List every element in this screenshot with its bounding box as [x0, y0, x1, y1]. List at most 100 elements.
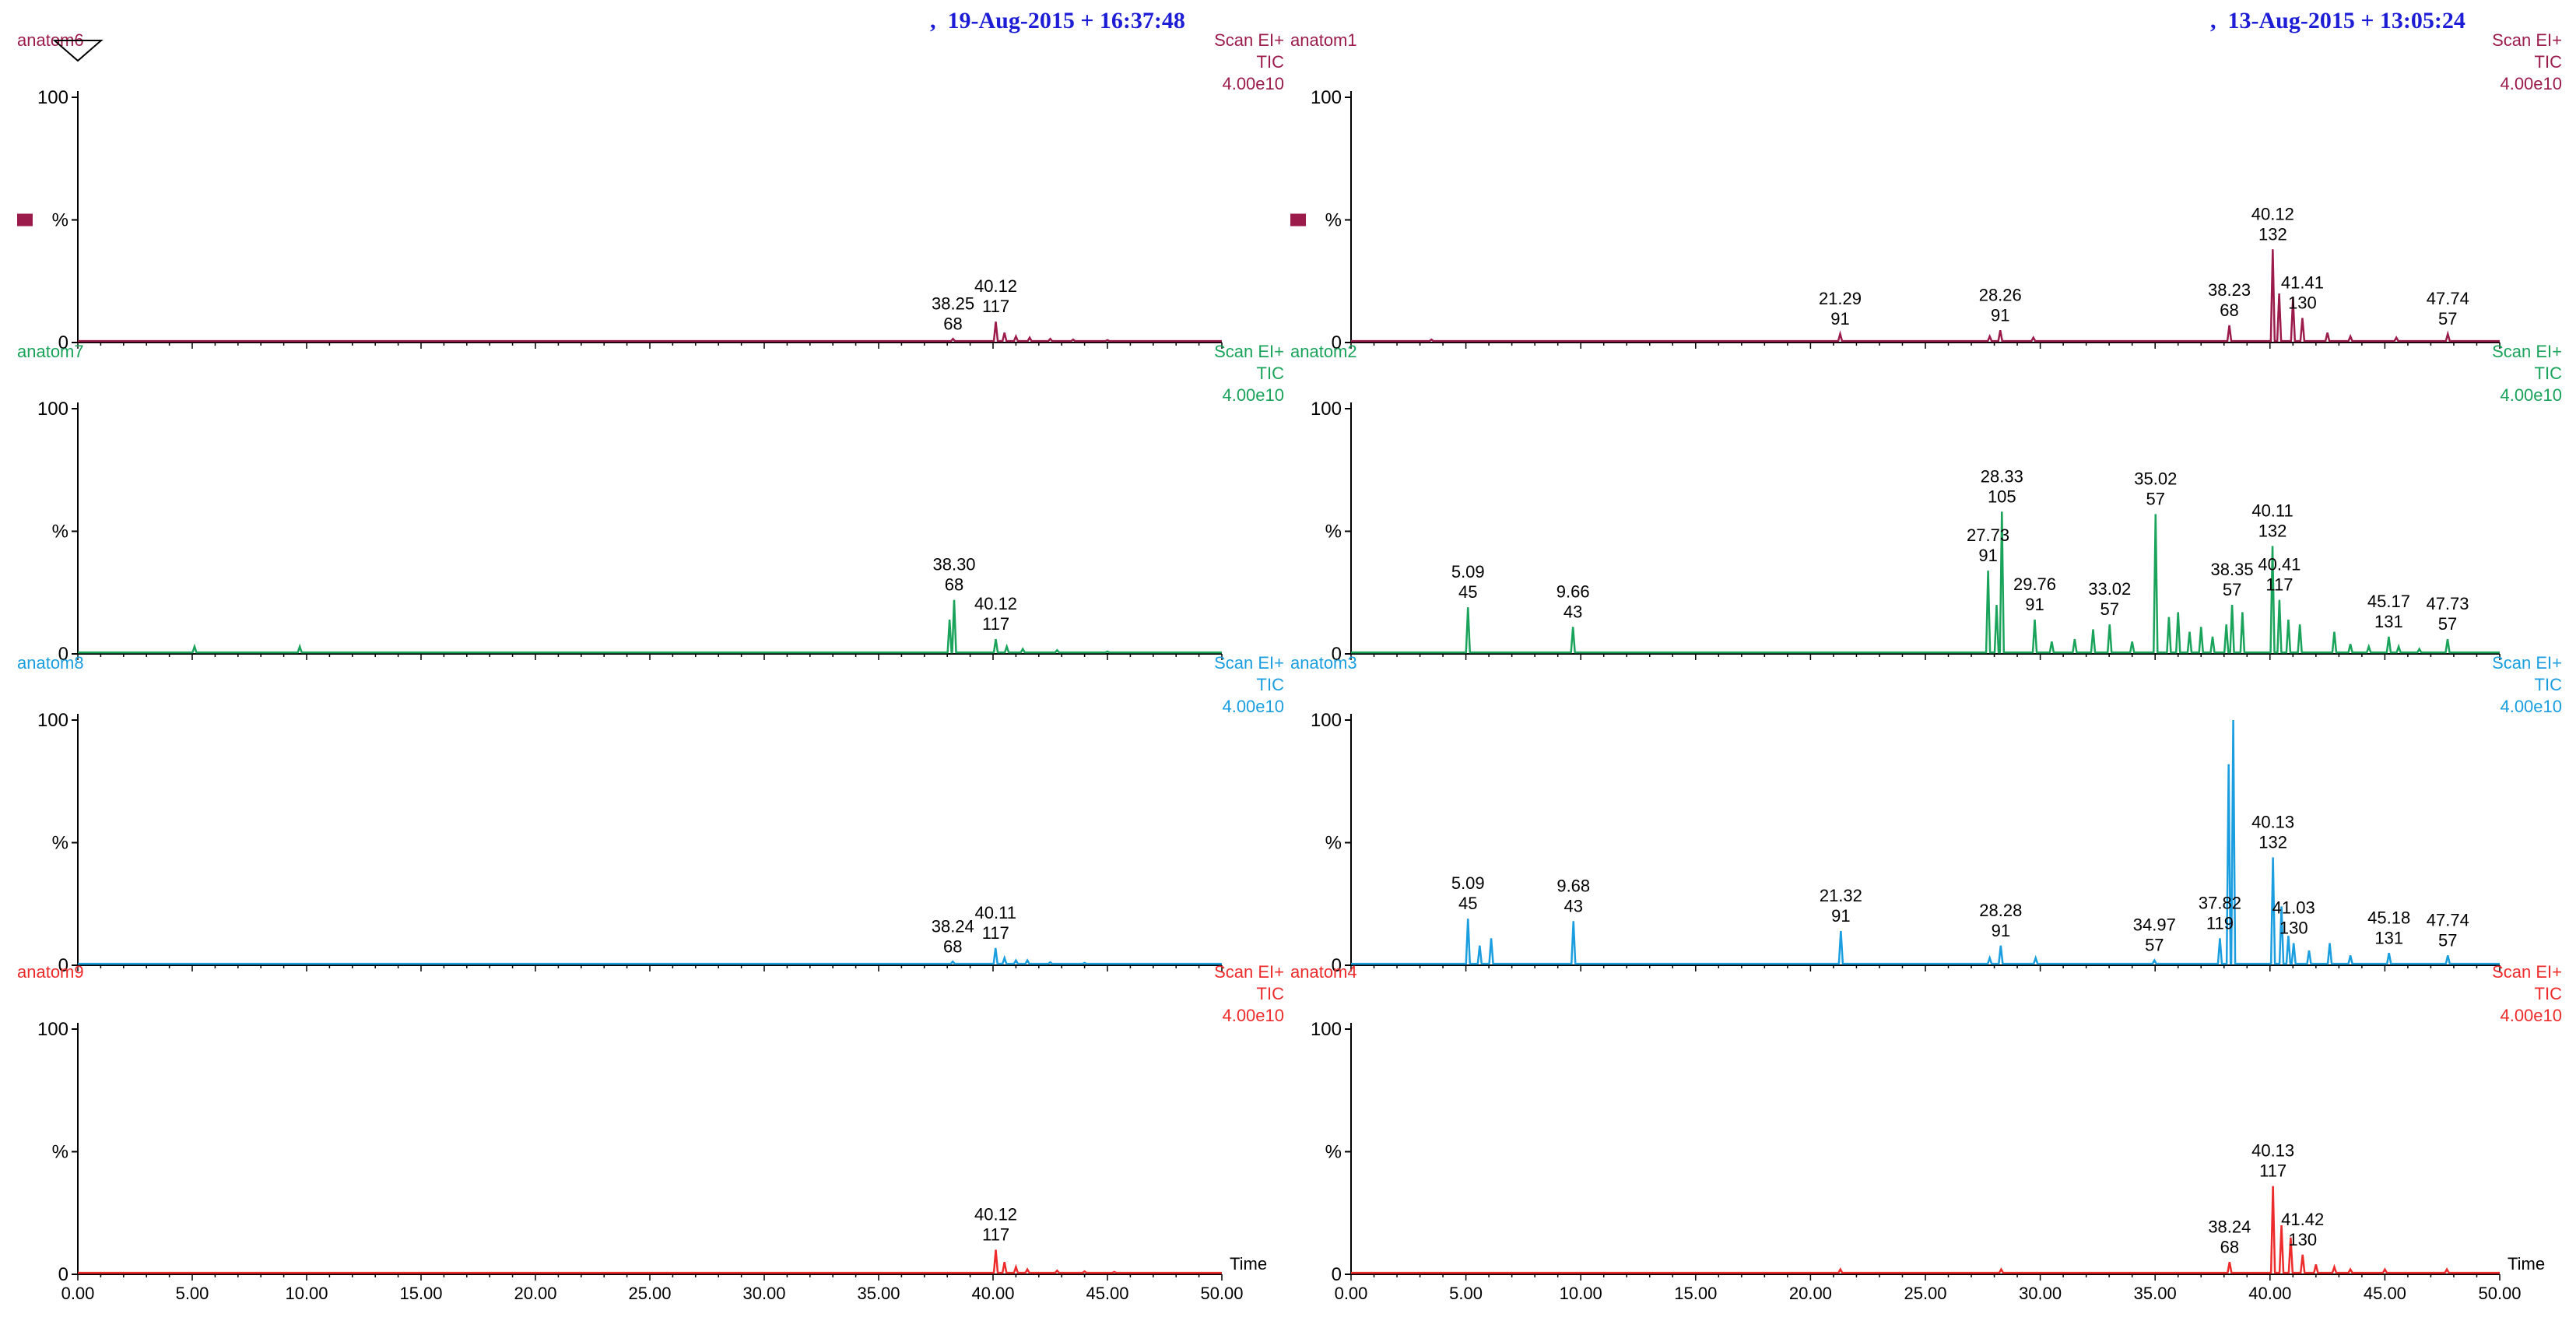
peak-label-rt: 45.17	[2367, 592, 2410, 611]
peak-label-mz: 45	[1458, 894, 1477, 913]
trace-anatom9	[78, 1249, 1222, 1274]
peak-label-rt: 34.97	[2133, 915, 2176, 935]
y-tick-label: %	[52, 210, 68, 231]
x-tick-label: 0.00	[61, 1284, 95, 1303]
scan-mode-label: Scan EI+	[1214, 962, 1284, 982]
peak-label-rt: 45.18	[2367, 908, 2410, 927]
peak-label-rt: 40.13	[2251, 1141, 2294, 1161]
y-tick-label: 0	[58, 332, 68, 353]
y-tick-label: 0	[58, 1264, 68, 1285]
peak-label-rt: 21.32	[1820, 886, 1862, 905]
y-tick-label: %	[52, 522, 68, 543]
peak-label-mz: 57	[2100, 599, 2119, 619]
peak-label-rt: 21.29	[1819, 289, 1862, 308]
peak-label-mz: 57	[2438, 309, 2457, 328]
trace-anatom1	[1351, 249, 2500, 343]
peak-label-rt: 40.12	[2251, 204, 2294, 223]
intensity-scale-label: 4.00e10	[1222, 385, 1284, 405]
scan-mode-label: Scan EI+	[1214, 342, 1284, 361]
tic-label: TIC	[1257, 364, 1285, 383]
peak-label-mz: 117	[2259, 1161, 2286, 1181]
y-tick-label: 100	[1311, 710, 1342, 731]
peak-label-rt: 40.11	[975, 903, 1016, 922]
y-tick-label: 100	[37, 87, 68, 108]
trace-anatom3	[1351, 719, 2500, 965]
peak-label-mz: 117	[982, 614, 1009, 634]
intensity-scale-label: 4.00e10	[1222, 1006, 1284, 1025]
peak-label-mz: 68	[2220, 300, 2238, 320]
x-tick-label: 20.00	[514, 1284, 556, 1303]
peak-label-mz: 91	[1992, 921, 2010, 940]
x-tick-label: 5.00	[176, 1284, 209, 1303]
peak-label-mz: 57	[2223, 580, 2241, 599]
y-tick-label: 0	[1332, 1264, 1342, 1285]
scan-mode-label: Scan EI+	[1214, 653, 1284, 673]
scan-mode-label: Scan EI+	[1214, 30, 1284, 50]
peak-label-mz: 57	[2438, 614, 2457, 634]
sample-name-anatom7: anatom7	[17, 342, 84, 361]
peak-label-rt: 38.30	[932, 555, 975, 574]
peak-label-rt: 29.76	[2013, 574, 2056, 594]
peak-label-rt: 27.73	[1967, 525, 2009, 545]
intensity-scale-label: 4.00e10	[1222, 74, 1284, 93]
peak-label-mz: 131	[2374, 612, 2403, 631]
y-tick-label: 100	[1311, 399, 1342, 420]
tic-label: TIC	[2535, 52, 2563, 72]
x-tick-label: 40.00	[2248, 1284, 2291, 1303]
tic-label: TIC	[1257, 52, 1285, 72]
peak-label-mz: 119	[2206, 913, 2234, 933]
sample-name-anatom1: anatom1	[1290, 30, 1357, 50]
header-datetime-right: , 13-Aug-2015 + 13:05:24	[2210, 8, 2465, 33]
trace-anatom2	[1351, 511, 2500, 654]
peak-label-rt: 47.74	[2427, 289, 2469, 308]
peak-label-mz: 91	[1831, 906, 1850, 926]
peak-label-rt: 40.13	[2251, 812, 2294, 831]
peak-label-mz: 57	[2146, 489, 2165, 508]
intensity-scale-label: 4.00e10	[2500, 385, 2562, 405]
peak-label-mz: 117	[2265, 575, 2293, 595]
y-tick-label: %	[1325, 833, 1342, 854]
peak-label-mz: 117	[982, 923, 1009, 943]
peak-label-rt: 40.12	[974, 1205, 1017, 1224]
peak-label-rt: 38.35	[2211, 560, 2254, 579]
y-tick-label: 100	[37, 399, 68, 420]
peak-label-rt: 47.73	[2426, 594, 2469, 613]
tic-label: TIC	[2535, 364, 2563, 383]
tic-label: TIC	[1257, 984, 1285, 1003]
y-tick-label: 0	[1332, 644, 1342, 665]
peak-label-rt: 41.03	[2272, 898, 2315, 918]
peak-label-mz: 131	[2374, 928, 2403, 947]
peak-label-mz: 68	[945, 575, 963, 595]
y-tick-label: 100	[37, 710, 68, 731]
x-tick-label: 5.00	[1449, 1284, 1483, 1303]
x-tick-label: 50.00	[1200, 1284, 1243, 1303]
x-tick-label: 25.00	[1904, 1284, 1946, 1303]
x-tick-label: 10.00	[1560, 1284, 1602, 1303]
peak-label-mz: 68	[2220, 1237, 2239, 1256]
x-tick-label: 0.00	[1335, 1284, 1368, 1303]
peak-label-rt: 40.11	[2251, 501, 2293, 520]
trace-anatom7	[78, 599, 1222, 654]
peak-label-mz: 57	[2145, 936, 2164, 955]
peak-label-rt: 40.12	[974, 594, 1017, 613]
peak-label-rt: 33.02	[2088, 579, 2131, 599]
peak-label-mz: 45	[1458, 582, 1477, 602]
peak-label-rt: 40.41	[2258, 555, 2301, 574]
x-tick-label: 10.00	[285, 1284, 328, 1303]
peak-label-mz: 130	[2288, 1230, 2317, 1249]
x-tick-label: 35.00	[2134, 1284, 2177, 1303]
peak-label-rt: 38.24	[932, 916, 974, 936]
peak-label-mz: 105	[1988, 487, 2016, 506]
peak-label-rt: 5.09	[1451, 873, 1485, 893]
peak-label-rt: 40.12	[974, 276, 1017, 296]
time-axis-label: Time	[2508, 1254, 2545, 1274]
intensity-scale-label: 4.00e10	[1222, 697, 1284, 716]
peak-label-rt: 9.68	[1556, 876, 1590, 895]
peak-label-rt: 28.33	[1981, 466, 2023, 486]
peak-label-rt: 35.02	[2134, 469, 2177, 488]
trace-anatom6	[78, 321, 1222, 343]
peak-label-mz: 91	[1991, 305, 2009, 325]
